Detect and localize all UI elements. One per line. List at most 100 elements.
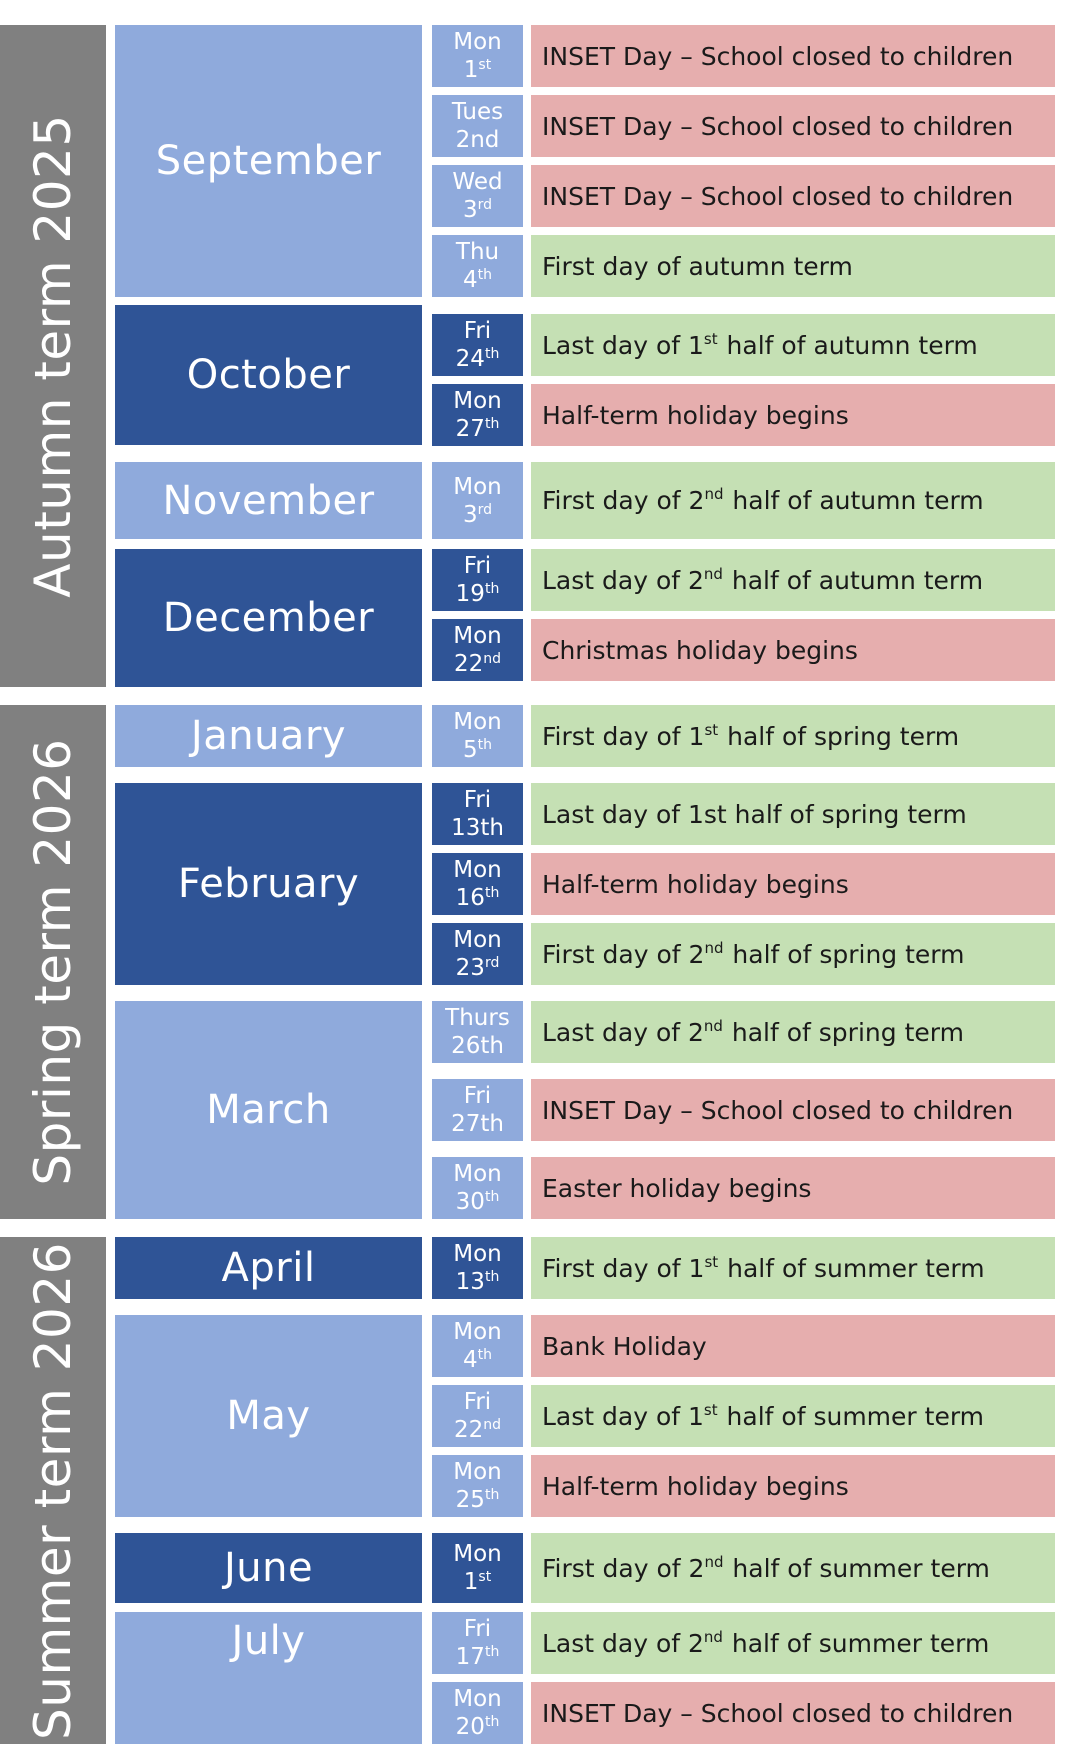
term-label: Autumn term 2025 (24, 114, 82, 598)
event-bar: Last day of 2nd half of summer term (531, 1612, 1055, 1674)
weekday-label: Fri (463, 553, 492, 579)
month-december: December (115, 549, 422, 687)
event-text: First day of autumn term (542, 252, 854, 281)
term-label: Spring term 2026 (24, 738, 82, 1186)
day-date: 3 (462, 197, 478, 223)
day-suffix: th (484, 1189, 500, 1205)
event-text: Half-term holiday begins (542, 870, 850, 899)
month-label: October (186, 352, 351, 398)
event-bar: Last day of 2nd half of autumn term (531, 549, 1055, 611)
weekday-label: Mon (453, 1541, 502, 1567)
date-cell: Mon 30th (432, 1157, 523, 1219)
event-text: Last day of 2nd half of spring term (542, 1018, 964, 1047)
day-number: 30th (456, 1188, 500, 1216)
day-suffix: th (484, 885, 500, 901)
event-text-start: INSET Day – School closed to children (542, 111, 1014, 141)
weekday-label: Mon (453, 1686, 502, 1712)
event-bar: First day of 1st half of summer term (531, 1237, 1055, 1299)
event-text-end: half of summer term (724, 1553, 990, 1583)
day-suffix: rd (477, 501, 493, 518)
weekday-label: Mon (453, 623, 502, 649)
event-ordinal: st (704, 1252, 719, 1271)
event-ordinal: nd (703, 1627, 723, 1646)
event-text: Christmas holiday begins (542, 636, 859, 665)
day-date: 1 (463, 57, 479, 83)
event-text-end: half of spring term (723, 1017, 964, 1047)
weekday-label: Thu (455, 239, 500, 265)
day-date: 26th (451, 1033, 504, 1059)
day-suffix: th (477, 737, 492, 753)
weekday-label: Mon (453, 1319, 502, 1345)
event-bar: Last day of 1st half of autumn term (531, 314, 1055, 376)
date-cell: Mon 4th (432, 1315, 523, 1377)
day-date: 22 (453, 651, 484, 677)
month-label: March (206, 1087, 331, 1133)
day-date: 30 (455, 1189, 485, 1215)
month-october: October (115, 305, 422, 445)
day-number: 1st (464, 1568, 491, 1596)
term-band-spring: Spring term 2026 (0, 705, 106, 1219)
event-text: Last day of 1st half of summer term (542, 1402, 984, 1431)
term-label: Summer term 2026 (24, 1241, 82, 1740)
event-text: INSET Day – School closed to children (542, 182, 1014, 211)
event-text-start: Last day of 2 (542, 1017, 704, 1047)
date-cell: Fri 13th (432, 783, 523, 845)
day-date: 17 (455, 1644, 485, 1670)
event-text-start: INSET Day – School closed to children (542, 1698, 1014, 1728)
day-suffix: th (484, 1487, 500, 1503)
event-ordinal: st (703, 1400, 718, 1419)
day-number: 23rd (456, 954, 500, 982)
day-suffix: rd (477, 197, 493, 213)
day-number: 3rd (463, 501, 492, 529)
weekday-label: Fri (463, 787, 492, 813)
day-date: 4 (462, 267, 478, 293)
term-band-autumn: Autumn term 2025 (0, 25, 106, 687)
date-cell: Mon 27th (432, 384, 523, 446)
month-february: February (115, 783, 422, 985)
day-number: 22nd (454, 1416, 501, 1444)
date-cell: Fri 27th (432, 1079, 523, 1141)
event-bar: INSET Day – School closed to children (531, 25, 1055, 87)
event-text-end: half of summer term (718, 1401, 985, 1431)
event-text-start: Last day of 1 (542, 1401, 704, 1431)
day-suffix: st (478, 1569, 492, 1585)
event-bar: Last day of 1st half of spring term (531, 783, 1055, 845)
day-suffix: th (484, 416, 500, 432)
date-cell: Mon 16th (432, 853, 523, 915)
weekday-label: Wed (452, 169, 503, 195)
event-bar: Last day of 2nd half of spring term (531, 1001, 1055, 1063)
event-ordinal: st (703, 329, 718, 348)
month-label: July (231, 1618, 306, 1664)
month-april: April (115, 1237, 422, 1299)
weekday-label: Mon (453, 1459, 502, 1485)
day-date: 27 (455, 416, 485, 442)
event-text-end: half of spring term (724, 939, 965, 969)
event-text: Half-term holiday begins (542, 401, 850, 430)
day-date: 24 (455, 346, 485, 372)
event-text: Half-term holiday begins (542, 1472, 850, 1501)
day-number: 25th (456, 1486, 500, 1514)
day-date: 25 (455, 1487, 485, 1513)
weekday-label: Fri (463, 1083, 492, 1109)
day-number: 22nd (454, 650, 501, 678)
weekday-label: Mon (453, 927, 502, 953)
event-text-end: half of summer term (723, 1628, 990, 1658)
event-text-end: half of spring term (719, 721, 960, 751)
day-number: 3rd (463, 196, 492, 224)
date-cell: Mon 22nd (432, 619, 523, 681)
date-cell: Fri 24th (432, 314, 523, 376)
day-date: 22 (453, 1417, 484, 1443)
month-january: January (115, 705, 422, 767)
event-text: Last day of 2nd half of summer term (542, 1629, 989, 1658)
event-bar: Christmas holiday begins (531, 619, 1055, 681)
event-text-start: Half-term holiday begins (542, 1471, 849, 1501)
day-number: 4th (463, 1346, 492, 1374)
event-text: INSET Day – School closed to children (542, 1096, 1014, 1125)
date-cell: Thu 4th (432, 235, 523, 297)
day-number: 20th (456, 1713, 500, 1741)
event-text: Last day of 2nd half of autumn term (542, 566, 983, 595)
day-date: 20 (455, 1714, 485, 1740)
event-text-start: Last day of 2 (542, 565, 704, 595)
day-date: 23 (455, 955, 485, 981)
date-cell: Mon 3rd (432, 462, 523, 539)
